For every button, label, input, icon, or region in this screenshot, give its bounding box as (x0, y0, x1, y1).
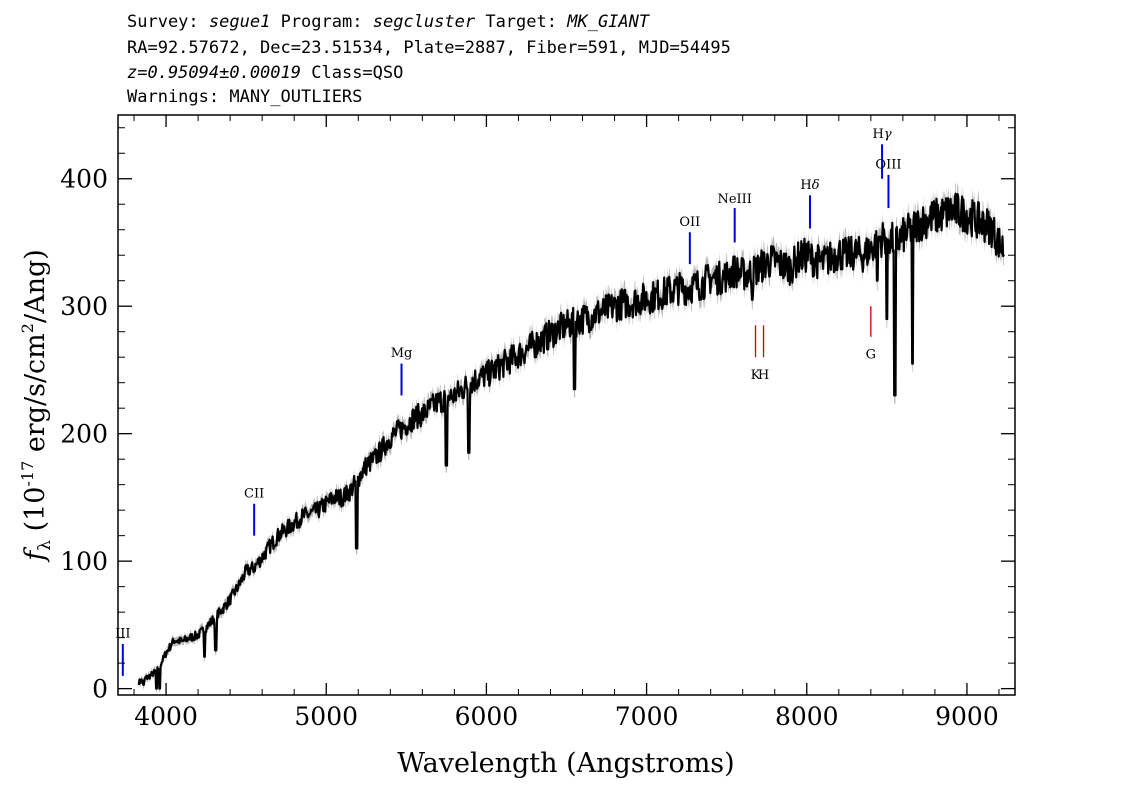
survey-value: segue1 (208, 12, 271, 32)
emission-line-label: Mg (391, 346, 413, 361)
axes-layer: 4000 5000 6000 7000 8000 9000 0 100 200 300 400 (60, 115, 1015, 731)
series-layer (137, 192, 1005, 690)
header-line-2: RA=92.57672, Dec=23.51534, Plate=2887, F… (127, 38, 731, 58)
y-axis-label: fλ (10-17 erg/s/cm2/Ang) (18, 249, 55, 563)
y-tick-label: 200 (60, 420, 108, 449)
emission-line-label: OII (679, 215, 700, 230)
program-label: Program: (280, 12, 363, 32)
absorption-line-label: G (866, 347, 876, 362)
y-tick-label: 300 (60, 292, 108, 321)
y-tick-label: 100 (60, 547, 108, 576)
emission-line-label: Hδ (800, 178, 819, 193)
x-tick-label: 6000 (455, 702, 519, 731)
survey-label: Survey: (127, 12, 199, 32)
x-tick-label: 9000 (935, 702, 999, 731)
redshift-value: z=0.95094±0.00019 (127, 63, 301, 83)
emission-line-label: NeIII (717, 192, 751, 207)
target-label: Target: (485, 12, 557, 32)
y-tick-label: 400 (60, 165, 108, 194)
x-tick-label: 4000 (134, 702, 198, 731)
program-value: segcluster (372, 12, 476, 32)
header-line-4: Warnings: MANY_OUTLIERS (127, 87, 363, 107)
absorption-line-label: K (751, 368, 761, 383)
class-value: Class=QSO (311, 63, 404, 83)
flux-series-line (137, 192, 1005, 690)
header-line-3: z=0.95094±0.00019 Class=QSO (127, 62, 403, 84)
target-value: MK_GIANT (567, 12, 650, 32)
emission-line-label: OIII (875, 158, 901, 173)
x-tick-label: 7000 (615, 702, 679, 731)
x-tick-label: 8000 (775, 702, 839, 731)
emission-line-label: CII (244, 486, 264, 501)
plot-frame (117, 114, 1016, 696)
x-tick-label: 5000 (294, 702, 358, 731)
y-tick-label: 0 (92, 675, 108, 704)
absorption-line-label: H (758, 368, 769, 383)
x-axis-label: Wavelength (Angstroms) (397, 748, 734, 779)
emission-line-label: Hγ (872, 127, 891, 142)
header-line-1: Survey: segue1 Program: segcluster Targe… (127, 11, 649, 33)
